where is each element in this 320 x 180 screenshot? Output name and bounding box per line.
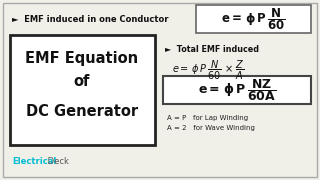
Text: A = 2   for Wave Winding: A = 2 for Wave Winding <box>167 125 255 131</box>
FancyBboxPatch shape <box>3 3 317 177</box>
Text: A = P   for Lap Winding: A = P for Lap Winding <box>167 115 248 121</box>
Text: $\mathbf{e = \,\phi\, P\, \dfrac{NZ}{60A}}$: $\mathbf{e = \,\phi\, P\, \dfrac{NZ}{60A… <box>198 77 276 103</box>
Text: ►  Total EMF induced: ► Total EMF induced <box>165 46 259 55</box>
Text: ►  EMF induced in one Conductor: ► EMF induced in one Conductor <box>12 15 169 24</box>
Text: $e = \,\phi\, P\, \dfrac{N}{60}\, \times\, \dfrac{Z}{A}$: $e = \,\phi\, P\, \dfrac{N}{60}\, \times… <box>172 58 245 82</box>
Text: Deck: Deck <box>45 158 69 166</box>
FancyBboxPatch shape <box>10 35 155 145</box>
Text: $\mathbf{e = \,\phi\, P\, \dfrac{N}{60}}$: $\mathbf{e = \,\phi\, P\, \dfrac{N}{60}}… <box>221 6 285 32</box>
FancyBboxPatch shape <box>196 5 311 33</box>
Text: DC Generator: DC Generator <box>26 105 138 120</box>
Text: Electrical: Electrical <box>12 158 56 166</box>
Text: of: of <box>74 75 90 89</box>
FancyBboxPatch shape <box>163 76 311 104</box>
Text: EMF Equation: EMF Equation <box>25 51 139 66</box>
